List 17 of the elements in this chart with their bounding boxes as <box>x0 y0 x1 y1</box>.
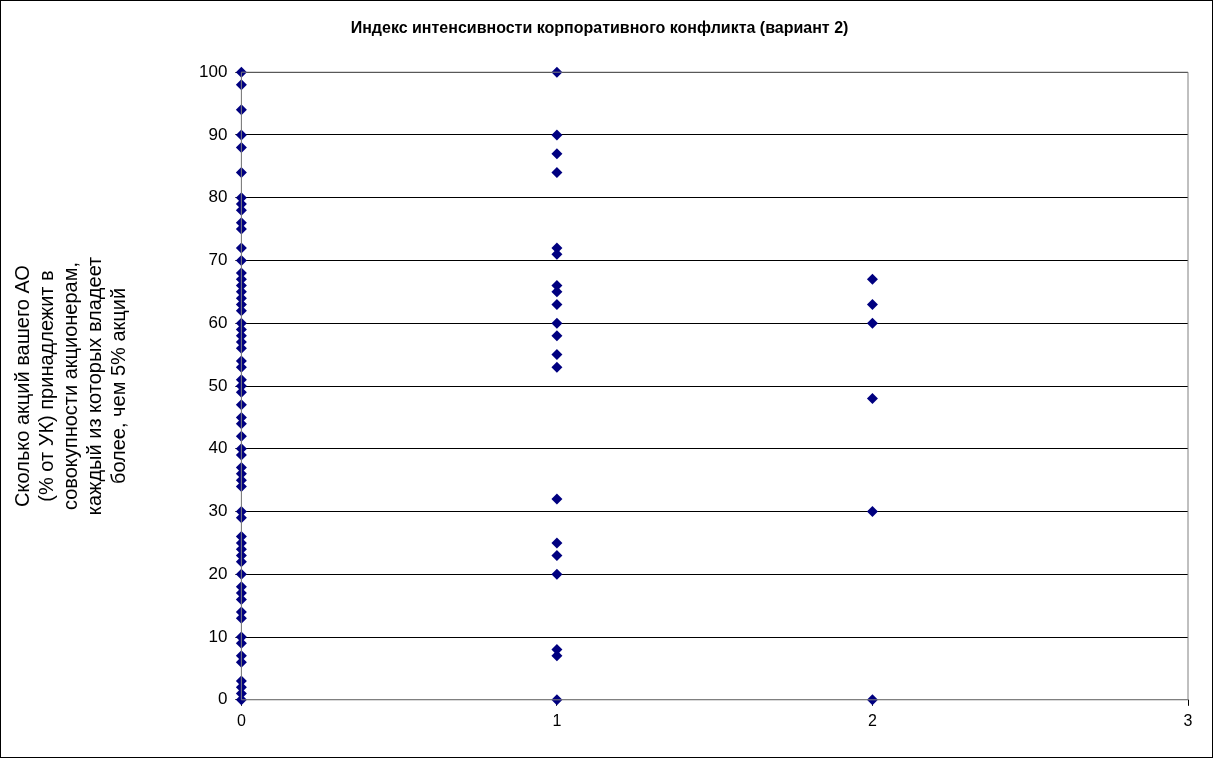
y-tick-label: 20 <box>208 563 228 583</box>
y-tick-label: 100 <box>198 61 228 81</box>
x-tick-label: 2 <box>868 711 877 729</box>
y-tick-label: 10 <box>208 626 228 646</box>
y-tick-label: 40 <box>208 438 228 458</box>
y-tick-label: 90 <box>208 124 228 144</box>
y-tick-label: 30 <box>208 501 228 521</box>
y-tick-label: 80 <box>208 187 228 207</box>
y-tick-label: 50 <box>208 375 228 395</box>
y-tick-label: 70 <box>208 250 228 270</box>
x-tick-label: 1 <box>552 711 562 729</box>
chart-title: Индекс интенсивности корпоративного конфликта (вариант 2) <box>350 19 849 37</box>
x-tick-label: 3 <box>1183 711 1193 729</box>
x-tick-label: 0 <box>236 711 246 729</box>
y-axis-title: Сколько акций вашего АО (% от УК) принадлежит в совокупности акционерам, каждый из которых владеет более, чем 5% акций <box>10 256 129 516</box>
y-tick-label: 0 <box>217 689 228 709</box>
y-tick-label: 60 <box>208 312 228 332</box>
